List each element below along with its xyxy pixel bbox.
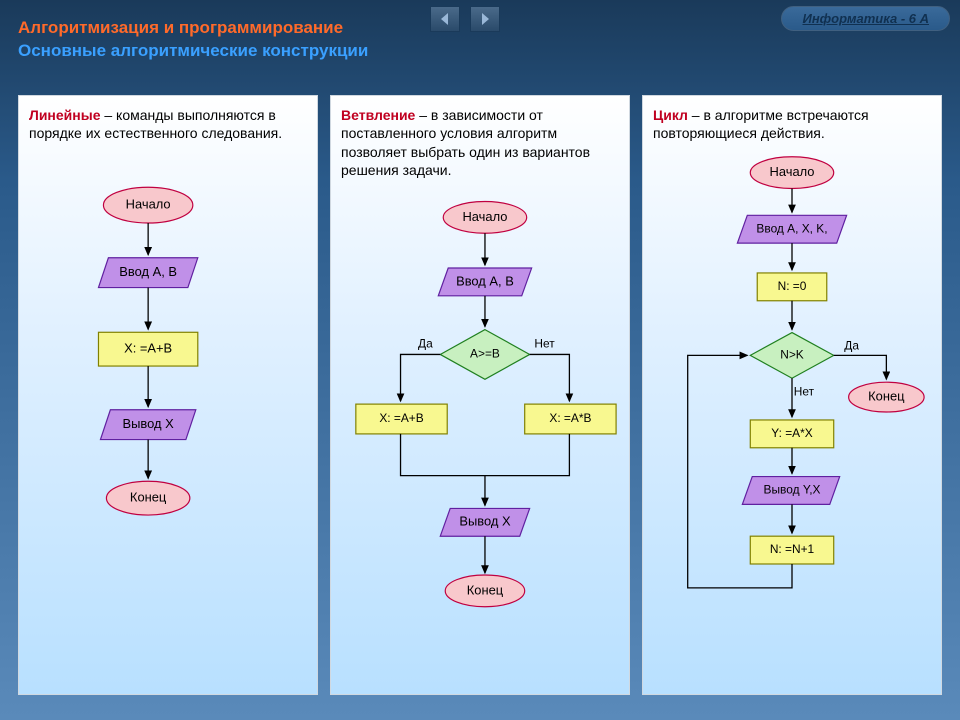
svg-text:X: =A*B: X: =A*B	[549, 411, 591, 425]
panel-loop: Цикл – в алгоритме встречаются повторяющ…	[642, 95, 942, 695]
panel-loop-head: Цикл – в алгоритме встречаются повторяющ…	[643, 96, 941, 149]
panel-branch: Ветвление – в зависимости от поставленно…	[330, 95, 630, 695]
svg-text:Начало: Начало	[126, 196, 171, 211]
svg-text:Конец: Конец	[467, 582, 504, 597]
svg-text:N: =0: N: =0	[778, 279, 807, 293]
svg-text:A>=B: A>=B	[470, 346, 500, 360]
page-subtitle: Основные алгоритмические конструкции	[18, 41, 942, 61]
panel-branch-head: Ветвление – в зависимости от поставленно…	[331, 96, 629, 186]
svg-text:X: =A+B: X: =A+B	[124, 341, 172, 356]
flowchart-loop: Начало Ввод A, X, K, N: =0 N>K Да Нет Ко…	[643, 149, 941, 679]
flowchart-linear: Начало Ввод A, B X: =A+B Вывод X Конец	[19, 149, 317, 599]
svg-text:Конец: Конец	[868, 388, 905, 403]
svg-text:Нет: Нет	[794, 384, 815, 398]
svg-text:N>K: N>K	[780, 347, 804, 361]
svg-text:Ввод A, B: Ввод A, B	[119, 264, 177, 279]
svg-text:Начало: Начало	[462, 209, 507, 224]
nav-arrows	[430, 6, 500, 32]
svg-text:Y: =A*X: Y: =A*X	[771, 426, 812, 440]
svg-text:N: =N+1: N: =N+1	[770, 542, 815, 556]
svg-text:Вывод Y,X: Вывод Y,X	[764, 483, 821, 497]
svg-text:Ввод A, X, K,: Ввод A, X, K,	[756, 221, 827, 235]
svg-text:Вывод X: Вывод X	[459, 514, 511, 529]
svg-text:Нет: Нет	[534, 337, 555, 351]
svg-text:Да: Да	[418, 337, 433, 351]
panel-linear-head: Линейные – команды выполняются в порядке…	[19, 96, 317, 149]
svg-text:Да: Да	[844, 339, 859, 353]
panel-linear: Линейные – команды выполняются в порядке…	[18, 95, 318, 695]
svg-text:Начало: Начало	[770, 164, 815, 179]
svg-text:Конец: Конец	[130, 490, 167, 505]
nav-prev-button[interactable]	[430, 6, 460, 32]
course-badge[interactable]: Информатика - 6 А	[781, 6, 950, 31]
nav-next-button[interactable]	[470, 6, 500, 32]
svg-text:X: =A+B: X: =A+B	[379, 411, 423, 425]
svg-text:Вывод X: Вывод X	[123, 416, 175, 431]
flowchart-branch: Начало Ввод A, B A>=B Да Нет X: =A+B X: …	[331, 186, 629, 656]
svg-text:Ввод A, B: Ввод A, B	[456, 273, 514, 288]
